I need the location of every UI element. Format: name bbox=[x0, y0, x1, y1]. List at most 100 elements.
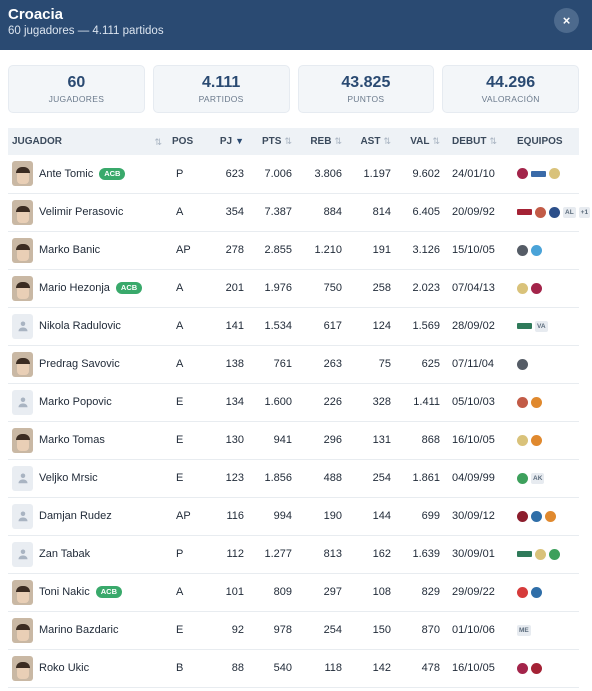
player-name[interactable]: Marko Banic bbox=[39, 244, 101, 256]
cell-reb: 254 bbox=[323, 624, 342, 636]
table-row[interactable]: Damjan Rudez AP 116 994 190 144 699 30/0… bbox=[8, 497, 579, 535]
table-row[interactable]: Marko Banic AP 278 2.855 1.210 191 3.126… bbox=[8, 231, 579, 269]
player-name[interactable]: Velimir Perasovic bbox=[39, 206, 124, 218]
player-name[interactable]: Marko Popovic bbox=[39, 396, 112, 408]
team-code-badge[interactable]: +1 bbox=[578, 206, 591, 218]
table-row[interactable]: Predrag Savovic A 138 761 263 75 625 07/… bbox=[8, 345, 579, 383]
real-madrid-logo[interactable] bbox=[535, 548, 546, 560]
team-logo[interactable] bbox=[517, 586, 528, 598]
cell-pj: 134 bbox=[225, 396, 244, 408]
player-name[interactable]: Nikola Radulovic bbox=[39, 320, 121, 332]
team-logo[interactable] bbox=[517, 396, 528, 408]
player-name[interactable]: Predrag Savovic bbox=[39, 358, 120, 370]
team-logo[interactable] bbox=[535, 206, 546, 218]
team-logo[interactable] bbox=[531, 586, 542, 598]
team-logo[interactable] bbox=[545, 510, 556, 522]
barcelona-logo[interactable] bbox=[531, 282, 542, 294]
table-row[interactable]: Nikola Radulovic A 141 1.534 617 124 1.5… bbox=[8, 307, 579, 345]
column-header-reb[interactable]: REB ⇅ bbox=[310, 136, 342, 147]
cell-pj: 354 bbox=[225, 206, 244, 218]
cell-pj: 278 bbox=[225, 244, 244, 256]
barcelona-logo[interactable] bbox=[517, 168, 528, 180]
cell-reb: 118 bbox=[324, 662, 342, 674]
sort-icon: ⇅ bbox=[334, 136, 342, 146]
cell-pts: 994 bbox=[273, 510, 292, 522]
team-logo[interactable] bbox=[531, 396, 542, 408]
team-logo[interactable] bbox=[531, 662, 542, 674]
cell-val: 1.569 bbox=[412, 320, 440, 332]
player-cell: Mario Hezonja ACB bbox=[8, 269, 168, 307]
team-logo[interactable] bbox=[531, 434, 542, 446]
cell-ast: 142 bbox=[372, 662, 391, 674]
user-placeholder-icon bbox=[12, 503, 33, 529]
user-placeholder-icon bbox=[12, 541, 33, 567]
team-logo[interactable] bbox=[517, 472, 528, 484]
sort-icon: ⇅ bbox=[383, 136, 391, 146]
team-logo[interactable] bbox=[531, 244, 542, 256]
column-header-player[interactable]: JUGADOR ⇅ bbox=[12, 136, 162, 147]
player-name[interactable]: Toni Nakic bbox=[39, 586, 90, 598]
cell-teams bbox=[511, 155, 579, 193]
table-row[interactable]: Marko Tomas E 130 941 296 131 868 16/10/… bbox=[8, 421, 579, 459]
real-madrid-logo[interactable] bbox=[517, 434, 528, 446]
cell-debut: 05/10/03 bbox=[452, 396, 495, 408]
column-header-ast[interactable]: AST ⇅ bbox=[360, 136, 391, 147]
team-code-badge[interactable]: VA bbox=[535, 320, 548, 332]
cell-debut: 28/09/02 bbox=[452, 320, 495, 332]
team-logo[interactable] bbox=[517, 510, 528, 522]
team-logo[interactable] bbox=[531, 510, 542, 522]
table-row[interactable]: Velimir Perasovic A 354 7.387 884 814 6.… bbox=[8, 193, 591, 231]
column-header-val[interactable]: VAL ⇅ bbox=[410, 136, 440, 147]
team-logo[interactable] bbox=[549, 548, 560, 560]
table-row[interactable]: Veljko Mrsic E 123 1.856 488 254 1.861 0… bbox=[8, 459, 579, 497]
column-header-pj[interactable]: PJ ▼ bbox=[219, 136, 244, 147]
cell-reb: 226 bbox=[323, 396, 342, 408]
team-code-badge[interactable]: ME bbox=[517, 624, 531, 636]
team-wordmark[interactable] bbox=[517, 323, 532, 329]
cell-reb: 297 bbox=[323, 586, 342, 598]
cell-teams: VA bbox=[511, 307, 579, 345]
team-logo[interactable] bbox=[549, 206, 560, 218]
team-code-badge[interactable]: AK bbox=[531, 472, 545, 484]
player-name[interactable]: Marino Bazdaric bbox=[39, 624, 119, 636]
cell-debut: 16/10/05 bbox=[452, 662, 495, 674]
cell-debut: 07/11/04 bbox=[452, 358, 495, 370]
barcelona-logo[interactable] bbox=[517, 662, 528, 674]
sort-icon: ⇅ bbox=[284, 136, 292, 146]
player-name[interactable]: Ante Tomic bbox=[39, 167, 94, 180]
table-row[interactable]: Zan Tabak P 112 1.277 813 162 1.639 30/0… bbox=[8, 535, 579, 573]
column-header-pos[interactable]: POS bbox=[172, 136, 194, 147]
column-header-debut[interactable]: DEBUT ⇅ bbox=[452, 136, 497, 147]
player-name[interactable]: Damjan Rudez bbox=[39, 510, 112, 522]
table-row[interactable]: Marino Bazdaric E 92 978 254 150 870 01/… bbox=[8, 611, 579, 649]
table-row[interactable]: Marko Popovic E 134 1.600 226 328 1.411 … bbox=[8, 383, 579, 421]
cell-val: 1.861 bbox=[412, 472, 440, 484]
cell-val: 478 bbox=[421, 662, 440, 674]
team-logo[interactable] bbox=[517, 244, 528, 256]
cell-val: 699 bbox=[421, 510, 440, 522]
player-cell: Predrag Savovic bbox=[8, 345, 168, 383]
real-madrid-logo[interactable] bbox=[517, 282, 528, 294]
cell-reb: 190 bbox=[323, 510, 342, 522]
player-name[interactable]: Mario Hezonja bbox=[39, 282, 110, 294]
real-madrid-logo[interactable] bbox=[549, 168, 560, 180]
team-code-badge[interactable]: AL bbox=[563, 206, 576, 218]
cell-pts: 540 bbox=[273, 662, 292, 674]
table-row[interactable]: Roko Ukic B 88 540 118 142 478 16/10/05 bbox=[8, 649, 579, 687]
player-name[interactable]: Veljko Mrsic bbox=[39, 472, 98, 484]
team-wordmark[interactable] bbox=[517, 209, 532, 215]
cell-ast: 162 bbox=[372, 548, 391, 560]
column-header-pts[interactable]: PTS ⇅ bbox=[262, 136, 292, 147]
table-row[interactable]: Ante Tomic ACB P 623 7.006 3.806 1.197 9.… bbox=[8, 155, 579, 193]
team-wordmark[interactable] bbox=[517, 551, 532, 557]
player-photo bbox=[12, 351, 33, 377]
table-row[interactable]: Mario Hezonja ACB A 201 1.976 750 258 2.0… bbox=[8, 269, 579, 307]
player-name[interactable]: Zan Tabak bbox=[39, 548, 91, 560]
team-wordmark[interactable] bbox=[531, 170, 546, 177]
team-logo[interactable] bbox=[517, 358, 528, 370]
cell-pj: 130 bbox=[225, 434, 244, 446]
player-name[interactable]: Marko Tomas bbox=[39, 434, 105, 446]
table-row[interactable]: Toni Nakic ACB A 101 809 297 108 829 29/0… bbox=[8, 573, 579, 611]
player-name[interactable]: Roko Ukic bbox=[39, 662, 90, 674]
close-button[interactable]: × bbox=[554, 8, 579, 33]
